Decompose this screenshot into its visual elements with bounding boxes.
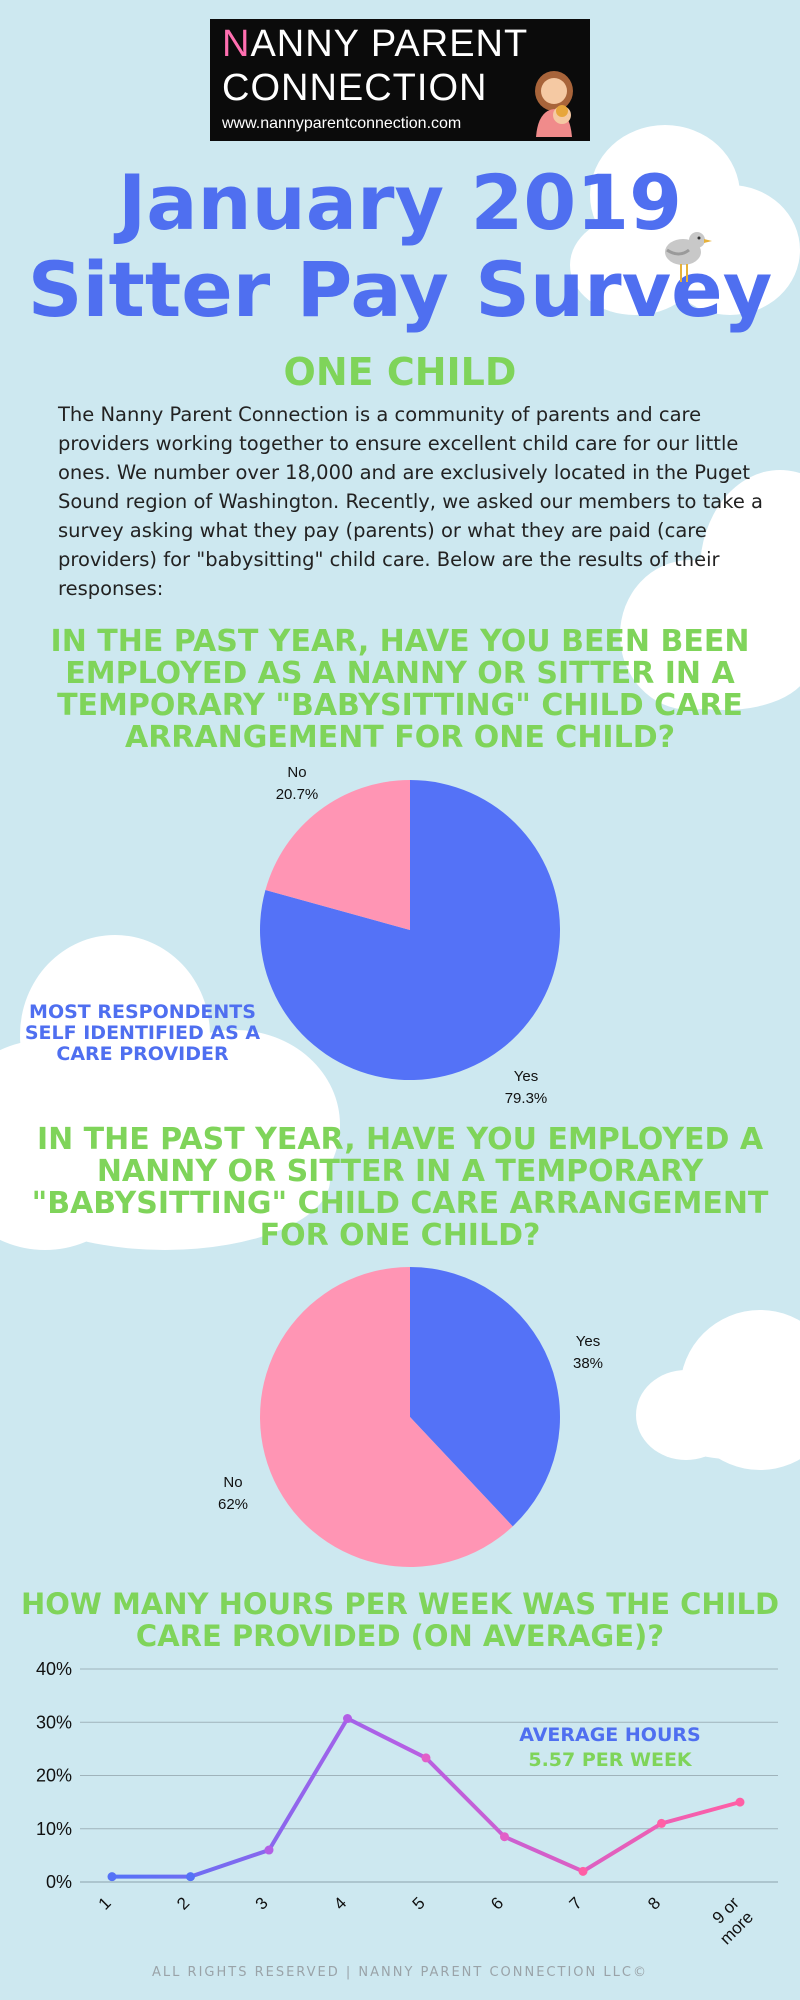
data-point xyxy=(735,1797,745,1807)
logo: NANNY PARENT CONNECTION www.nannyparentc… xyxy=(210,19,590,141)
intro-paragraph: The Nanny Parent Connection is a communi… xyxy=(58,403,763,600)
logo-initial: N xyxy=(222,23,251,65)
x-tick-label: 2 xyxy=(173,1893,193,1913)
footer: ALL RIGHTS RESERVED | NANNY PARENT CONNE… xyxy=(152,1965,648,1980)
pie-label-no: No 20.7% xyxy=(262,762,332,806)
data-point xyxy=(578,1866,588,1876)
pie-slice-no xyxy=(260,1267,513,1567)
x-tick-label: 1 xyxy=(95,1893,115,1913)
pie-label-yes-name: Yes xyxy=(513,1068,539,1085)
data-point xyxy=(421,1753,431,1763)
y-tick-label: 0% xyxy=(46,1872,72,1892)
pie-label-yes-value: 38% xyxy=(572,1355,604,1372)
question-2: In the past year, have you employed a na… xyxy=(31,1122,769,1253)
pie-label-no: No 62% xyxy=(198,1472,268,1516)
nanny-icon xyxy=(535,71,573,137)
pie-slice-yes xyxy=(410,1267,560,1527)
x-tick-label: 5 xyxy=(409,1893,429,1913)
y-tick-label: 10% xyxy=(36,1819,72,1839)
data-point xyxy=(107,1872,117,1882)
logo-line2: CONNECTION xyxy=(222,67,488,109)
data-point xyxy=(186,1872,195,1882)
data-points xyxy=(107,1714,745,1882)
bird-icon xyxy=(665,232,712,282)
pie-label-no-value: 20.7% xyxy=(275,786,319,803)
main-title-line2: Sitter Pay Survey xyxy=(27,245,773,334)
data-point xyxy=(500,1832,509,1842)
y-tick-label: 40% xyxy=(36,1659,72,1679)
grid-lines xyxy=(80,1668,778,1883)
pie-label-yes-value: 79.3% xyxy=(504,1090,548,1107)
pie-slice-no xyxy=(265,780,410,930)
x-tick-label: 8 xyxy=(644,1893,664,1913)
average-value: 5.57 PER WEEK xyxy=(528,1749,692,1771)
x-tick-label: 4 xyxy=(330,1893,350,1913)
pie-chart-hired xyxy=(260,1267,560,1567)
pie-label-yes: Yes 79.3% xyxy=(490,1066,562,1110)
x-axis-ticks: 1 2 3 4 5 6 7 8 9 ormore xyxy=(95,1893,757,1948)
y-tick-label: 30% xyxy=(36,1712,72,1732)
x-tick-label: 7 xyxy=(566,1893,586,1913)
data-point xyxy=(264,1845,274,1855)
logo-line1: ANNY PARENT xyxy=(250,23,529,65)
pie-label-no-value: 62% xyxy=(217,1496,249,1513)
line-chart-hours: 0% 10% 20% 30% 40% 1 2 3 4 5 6 7 8 9 ormore xyxy=(36,1659,778,1948)
logo-url: www.nannyparentconnection.com xyxy=(222,115,462,132)
y-axis-ticks: 0% 10% 20% 30% 40% xyxy=(36,1659,72,1892)
y-tick-label: 20% xyxy=(36,1766,72,1786)
pie-label-no-name: No xyxy=(223,1474,243,1491)
x-tick-label: 9 ormore xyxy=(702,1893,757,1948)
pie-label-yes: Yes 38% xyxy=(552,1331,624,1375)
x-tick-label: 3 xyxy=(252,1893,272,1913)
section-title: ONE CHILD xyxy=(283,350,517,394)
data-point xyxy=(343,1714,352,1724)
main-title-line1: January 2019 xyxy=(117,158,683,247)
respondents-note: MOST RESPONDENTS SELF IDENTIFIED AS A CA… xyxy=(24,1001,261,1065)
question-1: In the past year, have you been been emp… xyxy=(50,624,750,755)
pie-chart-employed xyxy=(260,780,560,1080)
data-point xyxy=(657,1818,666,1828)
pie-label-no-name: No xyxy=(287,764,307,781)
average-label: AVERAGE HOURS xyxy=(519,1724,701,1746)
pie-label-yes-name: Yes xyxy=(575,1333,601,1350)
question-3: How many hours per week was the child ca… xyxy=(20,1587,780,1653)
x-tick-label: 6 xyxy=(487,1893,507,1913)
